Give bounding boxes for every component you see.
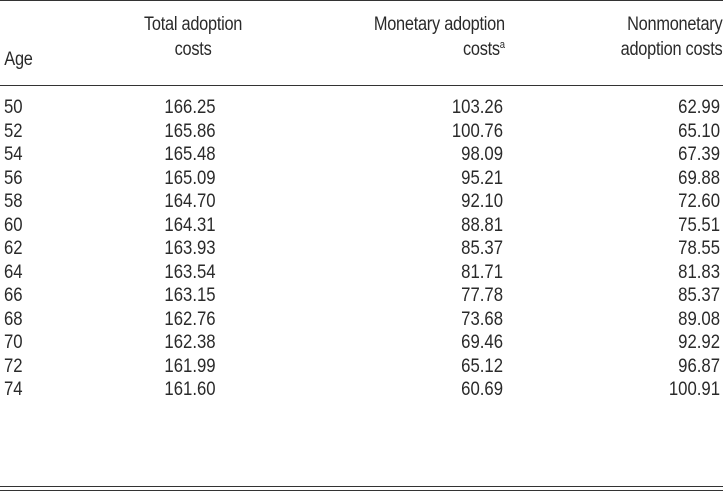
cell-nonmonetary-adoption-costs: 89.08 — [678, 308, 720, 330]
cell-age: 66 — [4, 285, 23, 306]
footnote-marker: a — [499, 39, 505, 51]
cell-age: 60 — [4, 214, 23, 236]
cell-age: 70 — [4, 332, 23, 353]
table-row: 68 162.76 73.68 89.08 — [0, 308, 723, 332]
table-row: 74 161.60 60.69 100.91 — [0, 378, 723, 402]
cell-nonmonetary-adoption-costs: 62.99 — [678, 97, 720, 118]
table-row: 62 163.93 85.37 78.55 — [0, 237, 723, 261]
cell-total-adoption-costs: 163.54 — [164, 261, 216, 283]
cell-total-adoption-costs: 165.48 — [164, 144, 216, 165]
header-monetary-adoption-costs: Monetary adoption costsa — [373, 14, 505, 60]
cell-nonmonetary-adoption-costs: 100.91 — [668, 379, 720, 400]
cell-nonmonetary-adoption-costs: 69.88 — [678, 167, 720, 189]
cell-age: 72 — [4, 355, 23, 377]
cell-age: 64 — [4, 261, 23, 283]
cell-monetary-adoption-costs: 88.81 — [461, 214, 503, 236]
table-top-rule — [0, 0, 723, 1]
table-bottom-rule — [0, 486, 723, 487]
cell-nonmonetary-adoption-costs: 72.60 — [678, 191, 720, 212]
cell-nonmonetary-adoption-costs: 67.39 — [678, 144, 720, 165]
cell-nonmonetary-adoption-costs: 65.10 — [678, 120, 720, 142]
cell-monetary-adoption-costs: 85.37 — [461, 238, 503, 259]
cell-total-adoption-costs: 162.38 — [164, 332, 216, 353]
cell-total-adoption-costs: 162.76 — [164, 308, 216, 330]
cell-age: 50 — [4, 97, 23, 118]
cell-nonmonetary-adoption-costs: 81.83 — [678, 261, 720, 283]
cell-age: 68 — [4, 308, 23, 330]
table-row: 64 163.54 81.71 81.83 — [0, 261, 723, 285]
table-row: 60 164.31 88.81 75.51 — [0, 214, 723, 238]
header-nonmonetary-adoption-costs: Nonmonetary adoption costs — [620, 14, 723, 60]
table-row: 52 165.86 100.76 65.10 — [0, 120, 723, 144]
cell-monetary-adoption-costs: 60.69 — [461, 379, 503, 400]
table-row: 72 161.99 65.12 96.87 — [0, 355, 723, 379]
cell-monetary-adoption-costs: 65.12 — [461, 355, 503, 377]
cell-monetary-adoption-costs: 92.10 — [461, 191, 503, 212]
cell-total-adoption-costs: 164.31 — [164, 214, 216, 236]
cell-monetary-adoption-costs: 95.21 — [461, 167, 503, 189]
table-bottom-rule-double — [0, 490, 723, 491]
cell-nonmonetary-adoption-costs: 96.87 — [678, 355, 720, 377]
table-row: 66 163.15 77.78 85.37 — [0, 284, 723, 308]
cell-total-adoption-costs: 166.25 — [164, 97, 216, 118]
cell-total-adoption-costs: 165.86 — [164, 120, 216, 142]
cell-age: 56 — [4, 167, 23, 189]
cell-monetary-adoption-costs: 103.26 — [451, 97, 503, 118]
cell-monetary-adoption-costs: 77.78 — [461, 285, 503, 306]
table-row: 56 165.09 95.21 69.88 — [0, 167, 723, 191]
table-body: 50 166.25 103.26 62.99 52 165.86 100.76 65.10 54… — [0, 96, 723, 402]
header-divider-rule — [0, 85, 723, 86]
cell-nonmonetary-adoption-costs: 92.92 — [678, 332, 720, 353]
table-row: 70 162.38 69.46 92.92 — [0, 331, 723, 355]
cell-age: 52 — [4, 120, 23, 142]
table-header: Age Total adoption costs Monetary adopti… — [0, 12, 722, 76]
cell-monetary-adoption-costs: 98.09 — [461, 144, 503, 165]
cell-nonmonetary-adoption-costs: 75.51 — [678, 214, 720, 236]
cell-age: 58 — [4, 191, 23, 212]
cell-monetary-adoption-costs: 69.46 — [461, 332, 503, 353]
header-total-adoption-costs: Total adoption costs — [143, 14, 243, 60]
cell-monetary-adoption-costs: 100.76 — [451, 120, 503, 142]
cell-monetary-adoption-costs: 81.71 — [461, 261, 503, 283]
cell-monetary-adoption-costs: 73.68 — [461, 308, 503, 330]
cell-total-adoption-costs: 161.60 — [164, 379, 216, 400]
cell-age: 74 — [4, 379, 23, 400]
header-age: Age — [4, 49, 33, 70]
cell-total-adoption-costs: 161.99 — [164, 355, 216, 377]
cell-nonmonetary-adoption-costs: 85.37 — [678, 285, 720, 306]
cell-total-adoption-costs: 165.09 — [164, 167, 216, 189]
table-row: 58 164.70 92.10 72.60 — [0, 190, 723, 214]
cell-age: 54 — [4, 144, 23, 165]
cell-total-adoption-costs: 164.70 — [164, 191, 216, 212]
cell-total-adoption-costs: 163.15 — [164, 285, 216, 306]
table-row: 50 166.25 103.26 62.99 — [0, 96, 723, 120]
cell-age: 62 — [4, 238, 23, 259]
table-row: 54 165.48 98.09 67.39 — [0, 143, 723, 167]
cell-nonmonetary-adoption-costs: 78.55 — [678, 238, 720, 259]
cell-total-adoption-costs: 163.93 — [164, 238, 216, 259]
